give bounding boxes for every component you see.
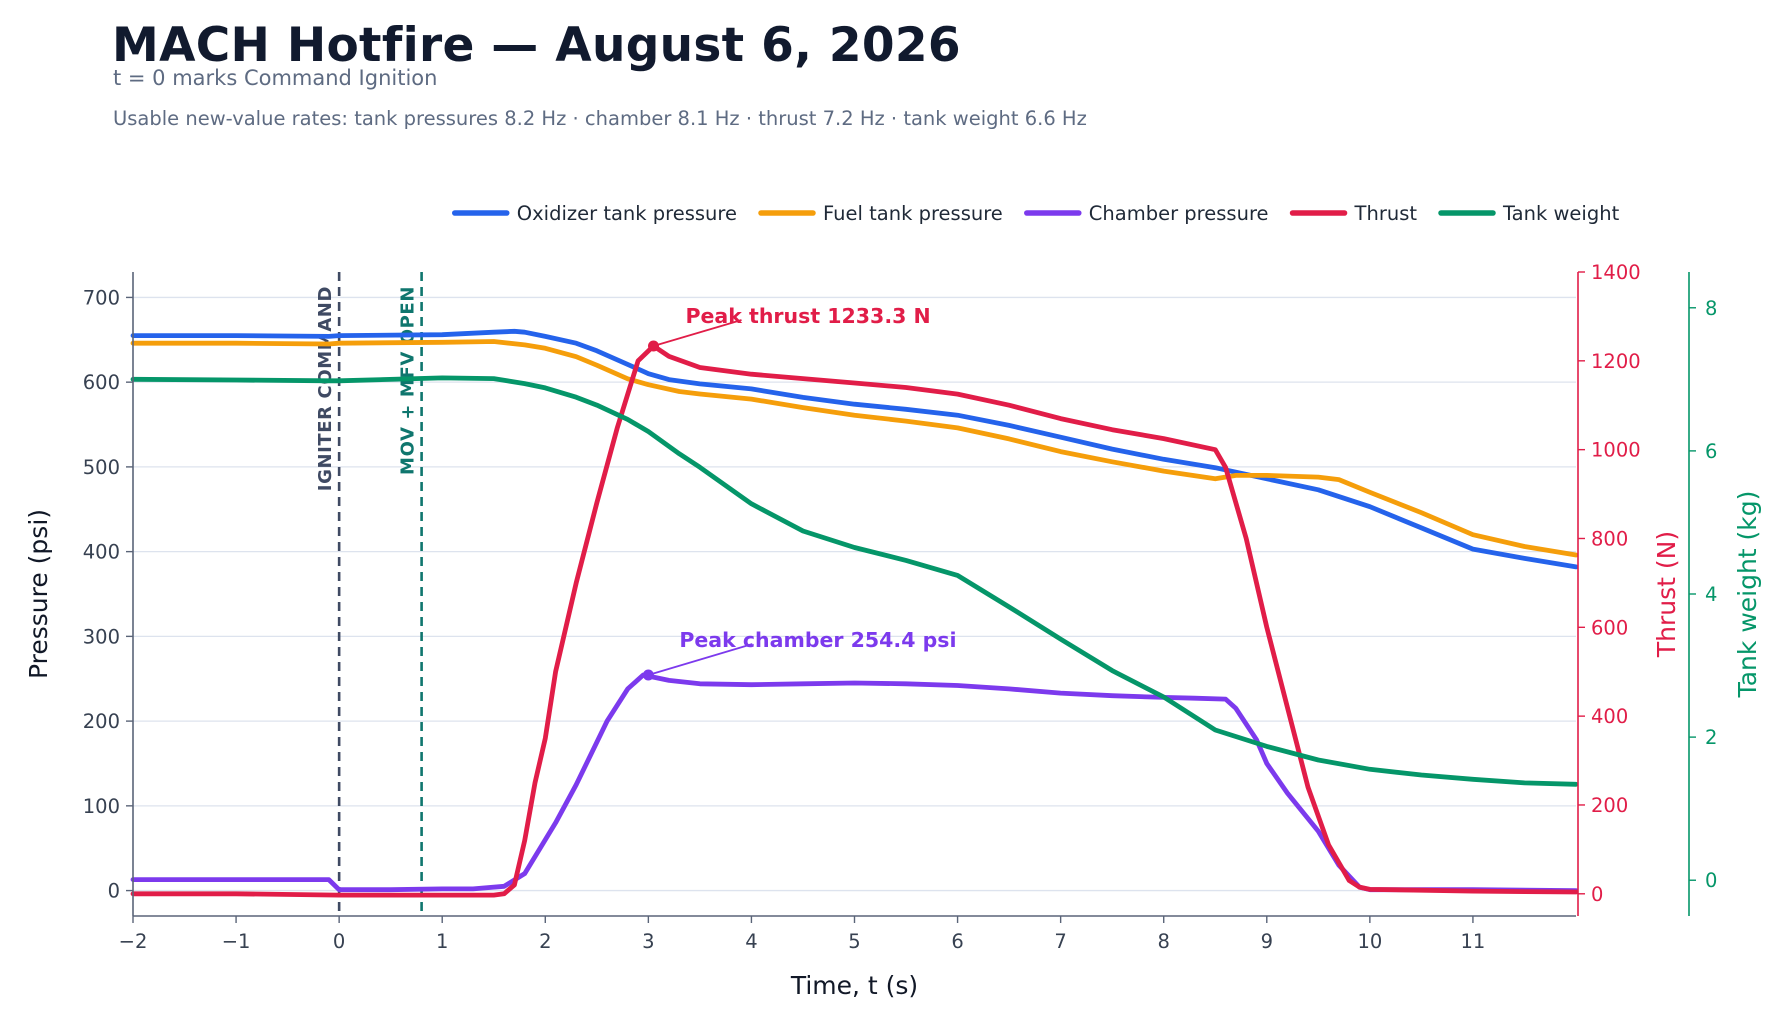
legend-label-oxidizer-tank-pressure: Oxidizer tank pressure bbox=[517, 202, 737, 225]
series-line-tank-weight bbox=[130, 375, 1579, 787]
annotation-leader-peak-chamber-254-4-psi bbox=[648, 643, 753, 676]
weight-tick-label-0: 0 bbox=[1705, 869, 1717, 892]
series-line-oxidizer-tank-pressure bbox=[130, 328, 1579, 570]
legend: Oxidizer tank pressure Fuel tank pressure… bbox=[452, 202, 1620, 225]
data-series bbox=[130, 328, 1579, 898]
gridlines bbox=[133, 296, 1576, 892]
x-tick-label-1: 1 bbox=[436, 930, 448, 953]
left-tick-label-700: 700 bbox=[83, 286, 120, 309]
annotation-label-peak-chamber-254-4-psi: Peak chamber 254.4 psi bbox=[679, 628, 956, 652]
left-tick-label-600: 600 bbox=[83, 371, 120, 394]
left-tick-label-400: 400 bbox=[83, 541, 120, 564]
annotation-point-peak-chamber-254-4-psi bbox=[642, 669, 654, 681]
annotation-point-peak-thrust-1233-3-n bbox=[648, 340, 660, 352]
left-tick-label-0: 0 bbox=[108, 880, 120, 903]
chart-title: MACH Hotfire — August 6, 2026 bbox=[112, 18, 961, 73]
x-axis-title: Time, t (s) bbox=[790, 971, 918, 1000]
marker-label-igniter-command: IGNITER COMMAND bbox=[315, 286, 336, 491]
annotation-label-peak-thrust-1233-3-n: Peak thrust 1233.3 N bbox=[686, 304, 931, 328]
left-tick-label-500: 500 bbox=[83, 456, 120, 479]
x-tick-label-0: 0 bbox=[333, 930, 345, 953]
thrust-tick-label-1000: 1000 bbox=[1591, 439, 1641, 462]
thrust-tick-label-1400: 1400 bbox=[1591, 261, 1641, 284]
weight-tick-label-2: 2 bbox=[1705, 726, 1717, 749]
thrust-tick-label-600: 600 bbox=[1591, 616, 1628, 639]
left-tick-label-300: 300 bbox=[83, 625, 120, 648]
x-tick-label-9: 9 bbox=[1261, 930, 1273, 953]
legend-label-thrust: Thrust bbox=[1354, 202, 1418, 225]
weight-tick-label-8: 8 bbox=[1705, 297, 1717, 320]
series-line-thrust bbox=[130, 343, 1579, 898]
weight-tick-label-4: 4 bbox=[1705, 583, 1717, 606]
weight-tick-label-6: 6 bbox=[1705, 440, 1717, 463]
legend-label-tank-weight: Tank weight bbox=[1502, 202, 1620, 225]
x-tick-label-6: 6 bbox=[951, 930, 963, 953]
weight-axis-title: Tank weight (kg) bbox=[1733, 491, 1762, 699]
x-tick-label-5: 5 bbox=[848, 930, 860, 953]
thrust-tick-label-200: 200 bbox=[1591, 794, 1628, 817]
x-tick-label-11: 11 bbox=[1461, 930, 1486, 953]
series-line-fuel-tank-pressure bbox=[130, 339, 1579, 558]
chart-subtitle: t = 0 marks Command Ignition bbox=[113, 66, 438, 90]
x-tick-label-1: −1 bbox=[222, 930, 251, 953]
thrust-tick-label-400: 400 bbox=[1591, 705, 1628, 728]
legend-label-chamber-pressure: Chamber pressure bbox=[1089, 202, 1269, 225]
thrust-axis-title: Thrust (N) bbox=[1652, 531, 1681, 658]
x-tick-label-4: 4 bbox=[745, 930, 757, 953]
thrust-tick-label-1200: 1200 bbox=[1591, 350, 1641, 373]
left-tick-label-100: 100 bbox=[83, 795, 120, 818]
left-axis-title: Pressure (psi) bbox=[24, 509, 53, 679]
x-tick-label-3: 3 bbox=[642, 930, 654, 953]
annotations: Peak thrust 1233.3 N Peak chamber 254.4 p… bbox=[642, 304, 957, 681]
event-markers: IGNITER COMMAND MOV + MFV OPEN bbox=[315, 272, 423, 916]
legend-label-fuel-tank-pressure: Fuel tank pressure bbox=[823, 202, 1003, 225]
annotation-leader-peak-thrust-1233-3-n bbox=[653, 319, 742, 347]
x-tick-label-7: 7 bbox=[1054, 930, 1066, 953]
x-tick-label-8: 8 bbox=[1158, 930, 1170, 953]
left-tick-label-200: 200 bbox=[83, 710, 120, 733]
x-tick-label-10: 10 bbox=[1357, 930, 1382, 953]
series-line-chamber-pressure bbox=[130, 672, 1579, 893]
thrust-tick-label-0: 0 bbox=[1591, 883, 1603, 906]
sample-rate-note: Usable new-value rates: tank pressures 8… bbox=[113, 107, 1087, 130]
x-tick-label-2: 2 bbox=[539, 930, 551, 953]
x-tick-label-2: −2 bbox=[119, 930, 148, 953]
thrust-tick-label-800: 800 bbox=[1591, 527, 1628, 550]
